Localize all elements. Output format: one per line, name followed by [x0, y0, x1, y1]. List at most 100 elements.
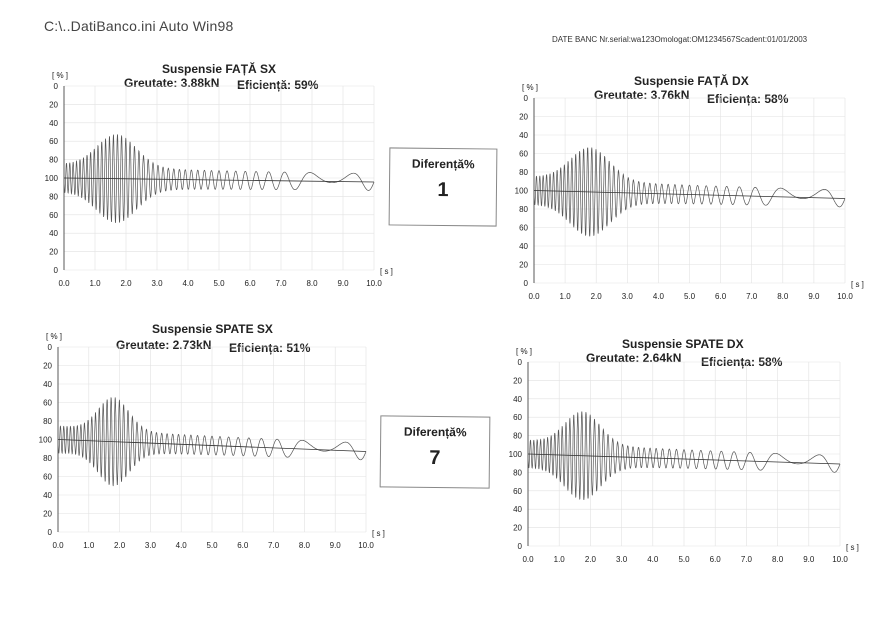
x-tick-label: 0.0 — [522, 555, 534, 564]
difference-value: 1 — [437, 178, 449, 202]
difference-value: 7 — [429, 446, 441, 470]
y-tick-label: 40 — [43, 380, 52, 389]
x-tick-label: 1.0 — [554, 555, 566, 564]
x-tick-label: 10.0 — [358, 541, 374, 550]
y-tick-label: 40 — [519, 242, 528, 251]
oscillation-trace — [533, 147, 846, 237]
y-tick-label: 100 — [515, 187, 529, 196]
oscillation-trace — [527, 411, 841, 501]
x-tick-label: 8.0 — [299, 541, 311, 550]
y-unit-label: [ % ] — [516, 347, 532, 356]
y-unit-label: [ % ] — [46, 332, 62, 341]
x-tick-label: 0.0 — [52, 541, 64, 550]
x-unit-label: [ s ] — [372, 529, 385, 538]
x-tick-label: 5.0 — [684, 292, 696, 301]
y-tick-label: 0 — [518, 358, 523, 367]
x-tick-label: 4.0 — [653, 292, 665, 301]
x-tick-label: 7.0 — [268, 541, 280, 550]
oscillation-trace — [57, 397, 367, 487]
y-tick-label: 0 — [54, 266, 59, 275]
x-tick-label: 1.0 — [89, 279, 101, 288]
x-tick-label: 7.0 — [746, 292, 758, 301]
x-tick-label: 9.0 — [330, 541, 342, 550]
x-tick-label: 2.0 — [114, 541, 126, 550]
x-tick-label: 6.0 — [237, 541, 249, 550]
y-tick-label: 100 — [39, 436, 53, 445]
weight-label: Greutate: 2.64kN — [586, 351, 682, 365]
y-tick-label: 20 — [513, 524, 522, 533]
y-tick-label: 60 — [43, 399, 52, 408]
x-tick-label: 0.0 — [528, 292, 540, 301]
x-tick-label: 4.0 — [647, 555, 659, 564]
mean-line — [57, 439, 367, 452]
y-unit-label: [ % ] — [52, 71, 68, 80]
y-tick-label: 80 — [43, 417, 52, 426]
panel-title: Suspensie FAȚĂ SX — [162, 62, 277, 76]
x-tick-label: 2.0 — [585, 555, 597, 564]
y-tick-label: 40 — [513, 505, 522, 514]
x-tick-label: 1.0 — [560, 292, 572, 301]
x-tick-label: 9.0 — [803, 555, 815, 564]
x-tick-label: 6.0 — [715, 292, 727, 301]
efficiency-label: Eficiența: 58% — [707, 92, 789, 106]
y-tick-label: 0 — [54, 82, 59, 91]
file-path-title: C:\..DatiBanco.ini Auto Win98 — [44, 18, 234, 34]
x-unit-label: [ s ] — [851, 280, 864, 289]
y-tick-label: 60 — [49, 137, 58, 146]
mean-line — [527, 453, 841, 465]
x-tick-label: 5.0 — [206, 541, 218, 550]
y-tick-label: 80 — [49, 156, 58, 165]
oscillation-trace — [63, 134, 375, 223]
y-tick-label: 20 — [43, 362, 52, 371]
y-tick-label: 80 — [49, 192, 58, 201]
y-tick-label: 60 — [49, 211, 58, 220]
panel-title: Suspensie SPATE SX — [152, 322, 273, 336]
y-tick-label: 20 — [513, 376, 522, 385]
y-tick-label: 60 — [519, 224, 528, 233]
x-tick-label: 2.0 — [120, 279, 132, 288]
y-tick-label: 20 — [49, 100, 58, 109]
difference-box-rear: Diferență% 7 — [379, 415, 491, 489]
y-tick-label: 60 — [513, 413, 522, 422]
y-tick-label: 40 — [513, 395, 522, 404]
difference-box-front: Diferență% 1 — [388, 147, 498, 227]
bank-info: DATE BANC Nr.serial:wa123Omologat:OM1234… — [552, 35, 808, 44]
y-tick-label: 20 — [49, 248, 58, 257]
y-tick-label: 20 — [519, 261, 528, 270]
y-tick-label: 80 — [519, 168, 528, 177]
panel-title: Suspensie SPATE DX — [622, 337, 744, 351]
y-tick-label: 0 — [524, 279, 529, 288]
x-tick-label: 0.0 — [58, 279, 70, 288]
y-tick-label: 40 — [49, 229, 58, 238]
x-tick-label: 10.0 — [832, 555, 848, 564]
y-tick-label: 40 — [519, 131, 528, 140]
weight-label: Greutate: 3.88kN — [124, 76, 220, 90]
x-tick-label: 2.0 — [591, 292, 603, 301]
x-unit-label: [ s ] — [380, 267, 393, 276]
x-tick-label: 8.0 — [772, 555, 784, 564]
weight-label: Greutate: 3.76kN — [594, 88, 690, 102]
efficiency-label: Eficiență: 59% — [237, 78, 319, 92]
efficiency-label: Eficiența: 51% — [229, 341, 311, 355]
x-tick-label: 1.0 — [83, 541, 95, 550]
x-tick-label: 10.0 — [837, 292, 853, 301]
difference-label: Diferență% — [403, 424, 467, 440]
mean-line — [533, 190, 846, 199]
x-tick-label: 7.0 — [275, 279, 287, 288]
difference-label: Diferență% — [411, 156, 475, 172]
x-tick-label: 4.0 — [182, 279, 194, 288]
y-tick-label: 20 — [43, 510, 52, 519]
x-tick-label: 8.0 — [306, 279, 318, 288]
y-tick-label: 100 — [509, 450, 523, 459]
x-tick-label: 6.0 — [244, 279, 256, 288]
x-tick-label: 7.0 — [741, 555, 753, 564]
panel-title: Suspensie FAȚĂ DX — [634, 74, 749, 88]
y-tick-label: 0 — [524, 94, 529, 103]
y-tick-label: 60 — [513, 487, 522, 496]
y-tick-label: 60 — [43, 473, 52, 482]
x-tick-label: 5.0 — [213, 279, 225, 288]
x-tick-label: 3.0 — [622, 292, 634, 301]
